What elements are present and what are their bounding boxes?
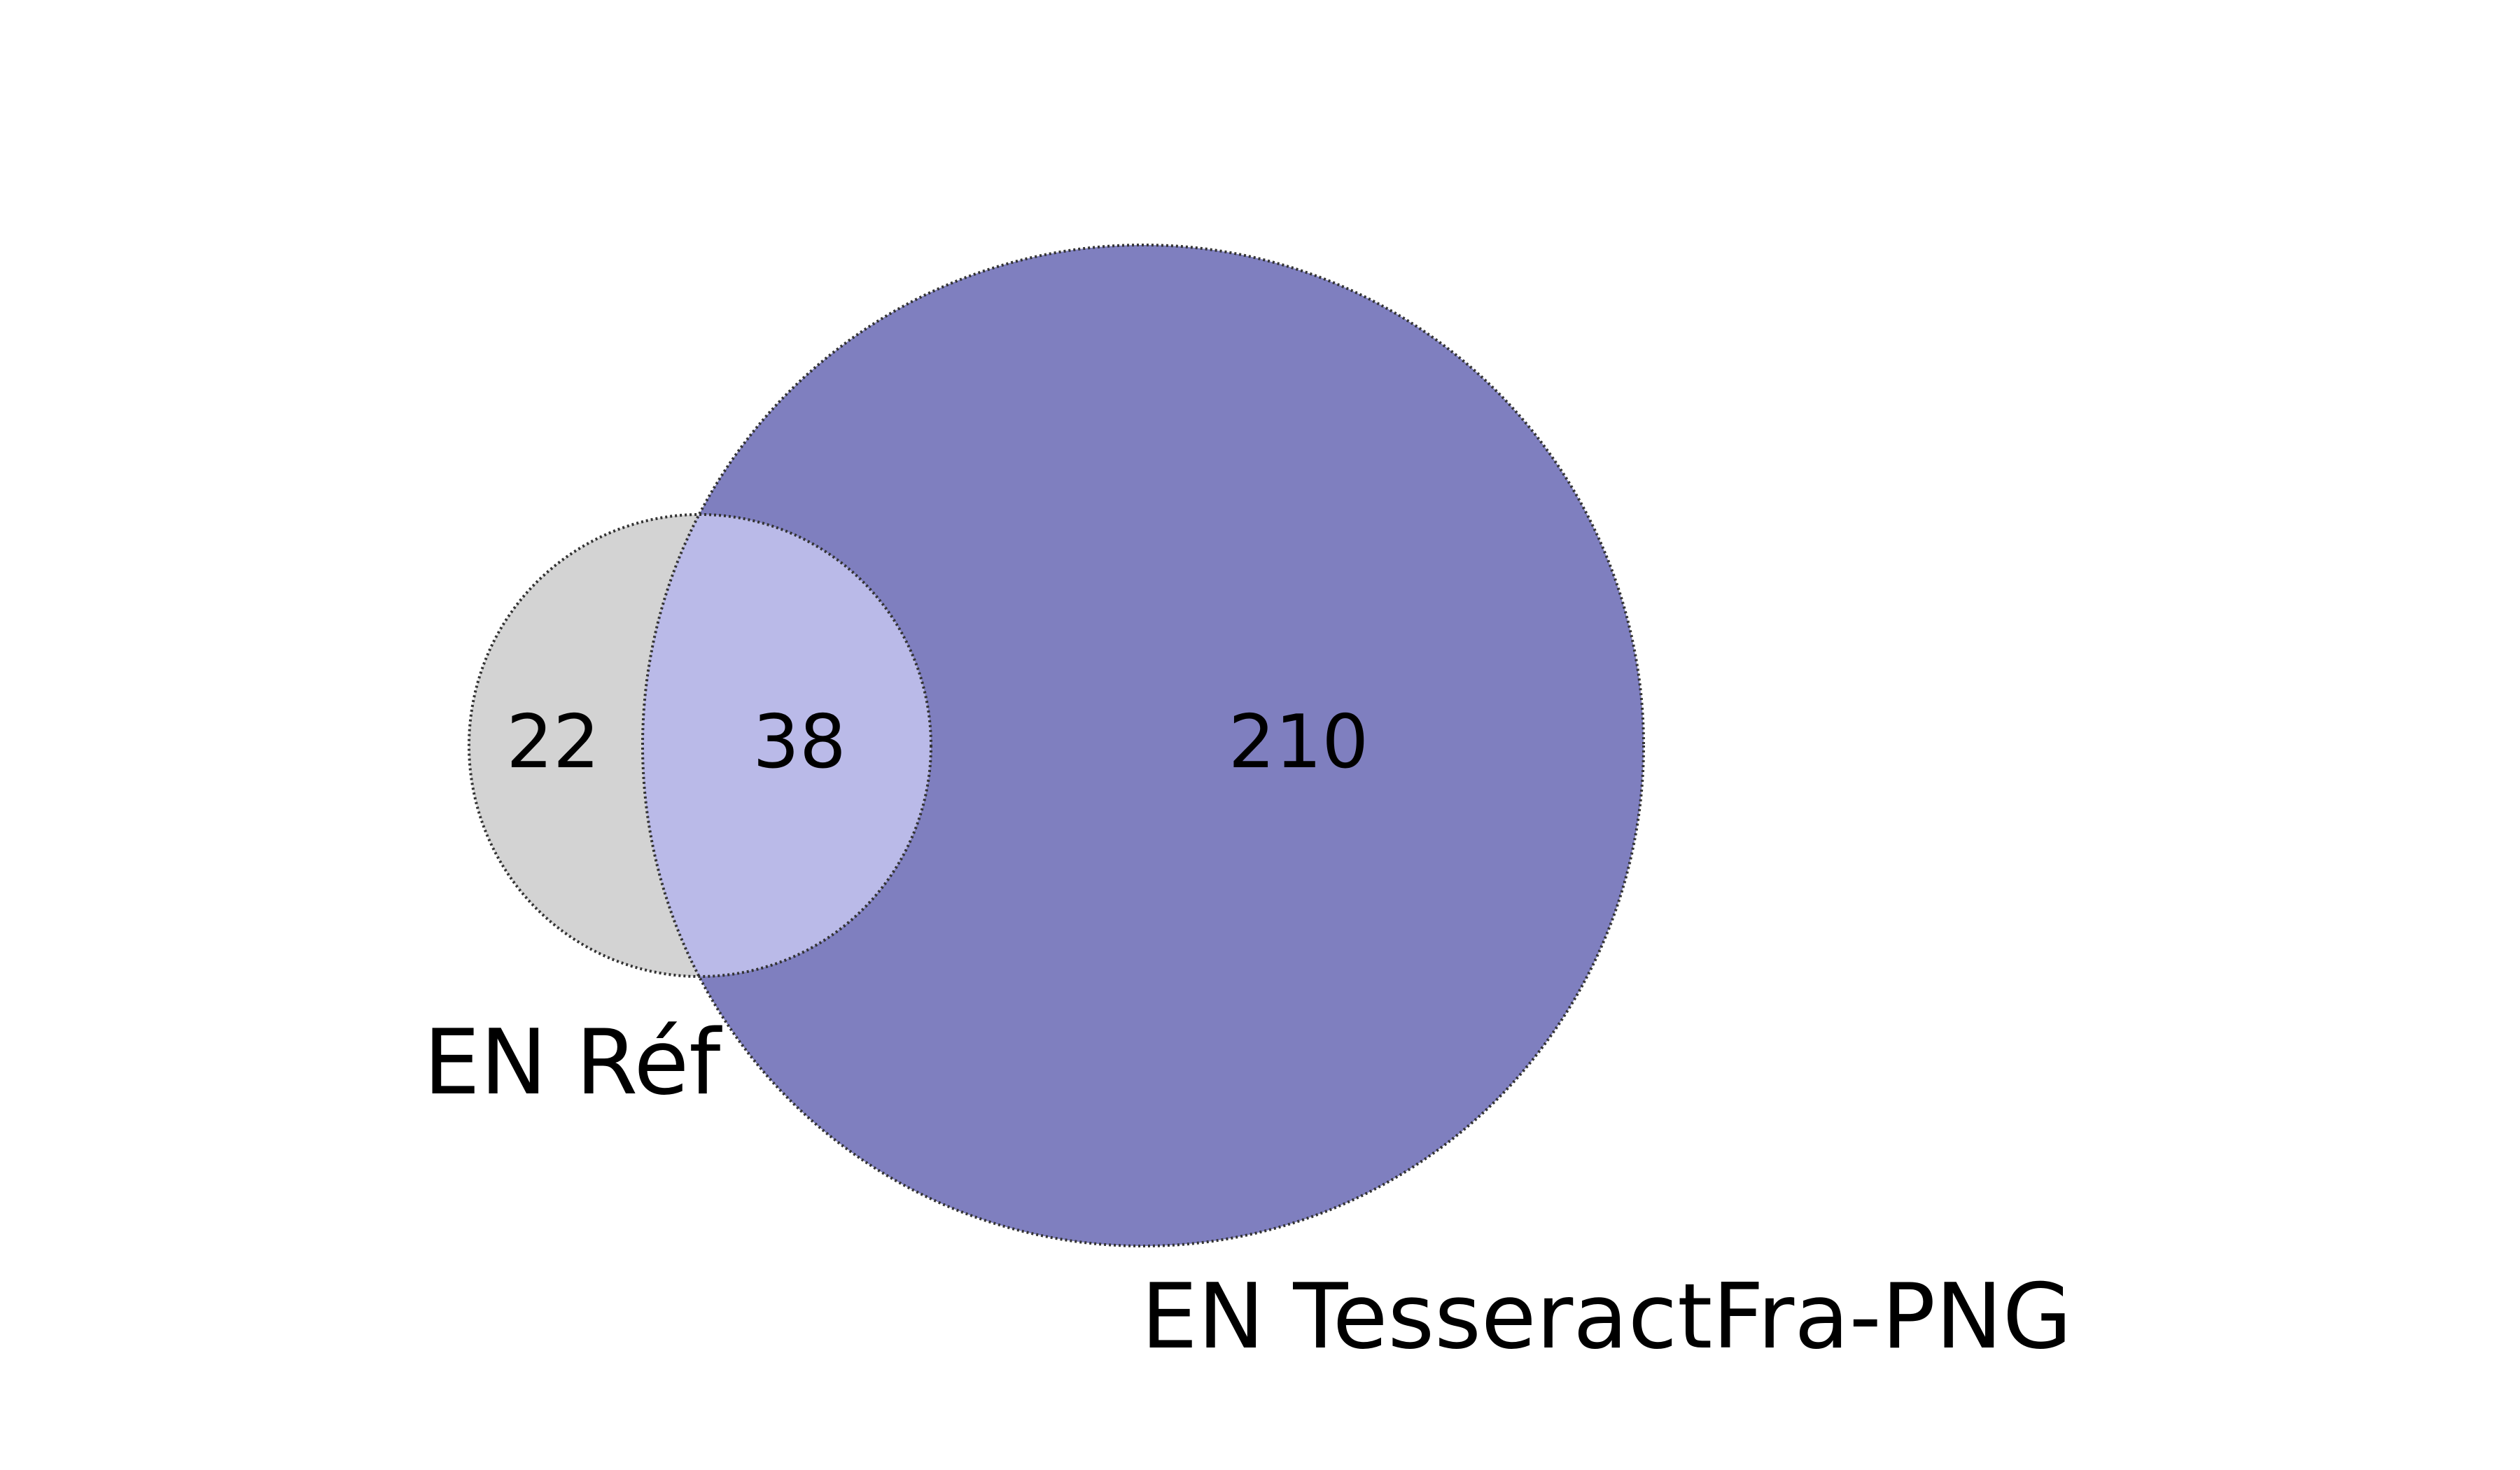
- set-b-outline: [641, 244, 1645, 1247]
- set-b-circle: [643, 245, 1644, 1246]
- set-b-only-count: 210: [1228, 699, 1368, 785]
- set-a-outline: [468, 513, 932, 978]
- set-a-label: EN Réf: [424, 1011, 722, 1115]
- set-b-label: EN TesseractFra-PNG: [1141, 1265, 2072, 1369]
- intersection-count: 38: [752, 699, 846, 785]
- set-a-only-count: 22: [506, 699, 600, 785]
